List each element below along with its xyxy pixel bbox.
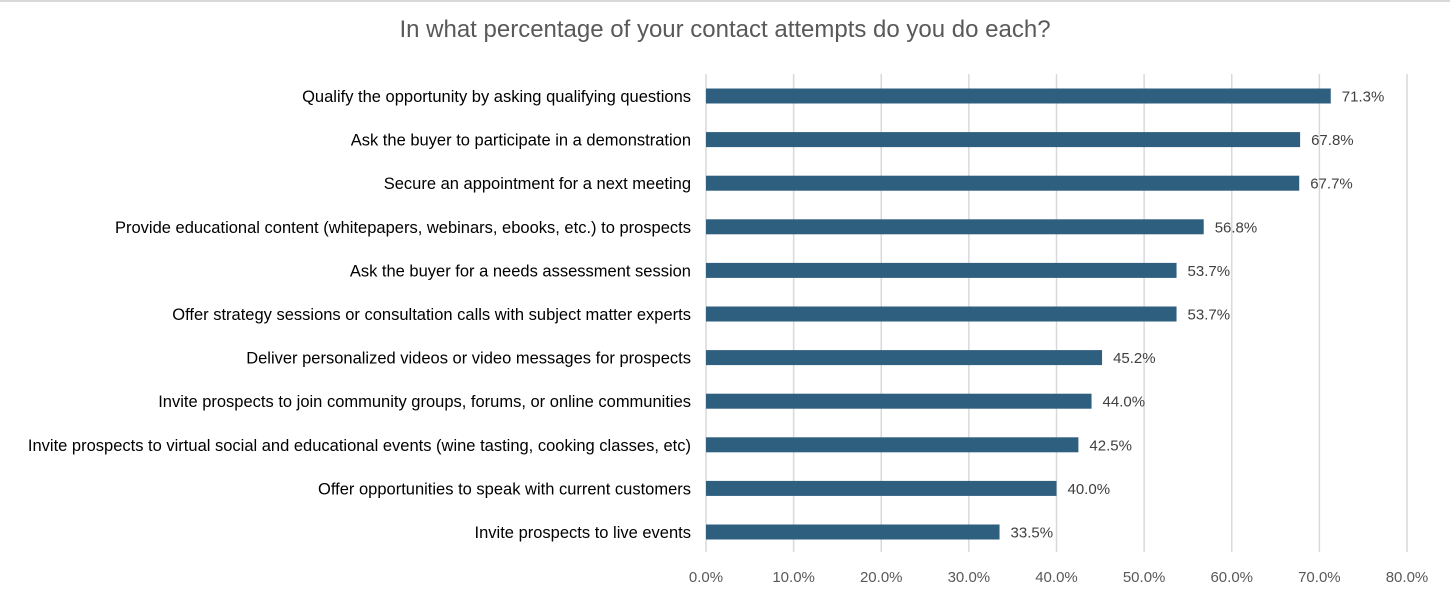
gridlines	[705, 74, 1408, 552]
data-label: 42.5%	[1089, 437, 1132, 454]
x-tick-label: 50.0%	[1123, 569, 1166, 586]
bar	[706, 262, 1177, 278]
bar	[706, 393, 1092, 409]
x-tick-label: 10.0%	[772, 569, 815, 586]
data-label: 53.7%	[1188, 263, 1231, 280]
category-label: Offer strategy sessions or consultation …	[172, 306, 691, 324]
bar	[706, 132, 1301, 148]
bars	[706, 88, 1331, 540]
x-tick-label: 80.0%	[1386, 569, 1429, 586]
category-label: Invite prospects to live events	[475, 524, 691, 542]
bar	[706, 437, 1079, 453]
category-label: Provide educational content (whitepapers…	[115, 219, 691, 237]
category-label: Qualify the opportunity by asking qualif…	[302, 88, 691, 106]
data-labels: 71.3% 67.8% 67.7% 56.8% 53.7% 53.7% 45.2% 44.0%…	[1011, 89, 1385, 542]
x-tick-label: 60.0%	[1210, 569, 1253, 586]
data-label: 40.0%	[1068, 481, 1111, 498]
data-label: 56.8%	[1215, 219, 1258, 236]
data-label: 67.8%	[1311, 132, 1354, 149]
bar	[706, 88, 1331, 104]
data-label: 67.7%	[1310, 176, 1353, 193]
bar	[706, 175, 1300, 191]
x-tick-label: 70.0%	[1298, 569, 1341, 586]
data-label: 44.0%	[1103, 394, 1146, 411]
bar	[706, 219, 1204, 235]
bar	[706, 524, 1000, 540]
x-tick-label: 30.0%	[948, 569, 991, 586]
category-label: Invite prospects to virtual social and e…	[28, 437, 691, 455]
bar	[706, 306, 1177, 322]
top-border-rule	[0, 0, 1450, 2]
category-label: Deliver personalized videos or video mes…	[246, 350, 691, 368]
bar	[706, 350, 1103, 366]
data-label: 45.2%	[1113, 350, 1156, 367]
data-label: 71.3%	[1342, 89, 1385, 106]
bar	[706, 480, 1057, 496]
category-label: Invite prospects to join community group…	[158, 393, 691, 411]
category-label: Ask the buyer to participate in a demons…	[351, 132, 691, 150]
x-tick-label: 0.0%	[689, 569, 723, 586]
chart-title: In what percentage of your contact attem…	[399, 16, 1051, 43]
data-label: 53.7%	[1188, 307, 1231, 324]
x-axis-tick-labels: 0.0% 10.0% 20.0% 30.0% 40.0% 50.0% 60.0% 70.0% 8…	[689, 569, 1428, 586]
category-label: Offer opportunities to speak with curren…	[318, 480, 691, 498]
category-label: Ask the buyer for a needs assessment ses…	[350, 262, 691, 280]
category-label: Secure an appointment for a next meeting	[384, 175, 691, 193]
x-tick-label: 20.0%	[860, 569, 903, 586]
x-tick-label: 40.0%	[1035, 569, 1078, 586]
category-labels: Qualify the opportunity by asking qualif…	[28, 88, 691, 542]
data-label: 33.5%	[1011, 525, 1054, 542]
